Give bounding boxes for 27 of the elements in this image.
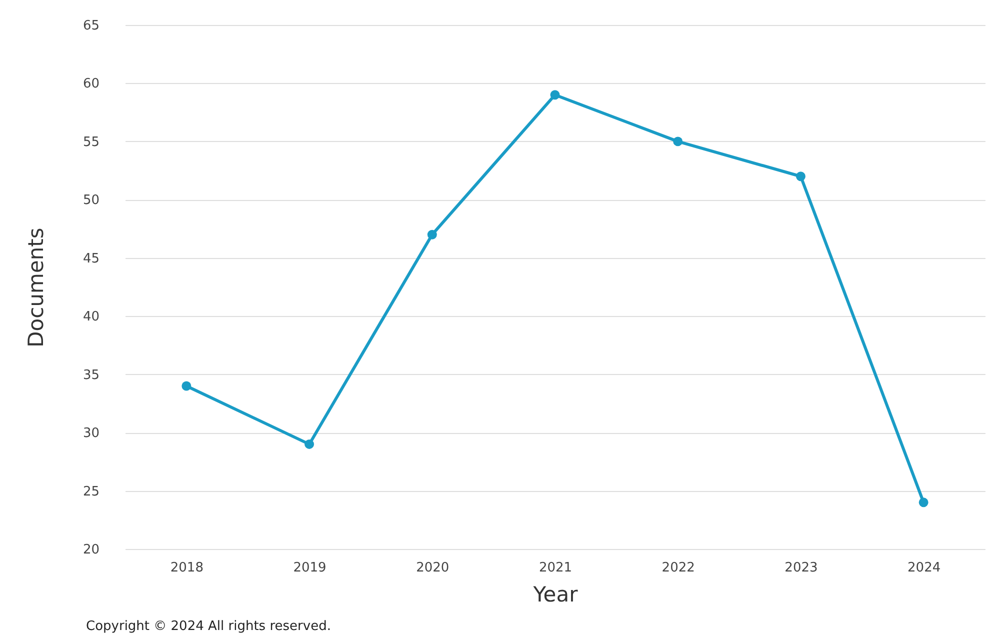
x-tick-label: 2024 xyxy=(908,560,941,576)
point xyxy=(427,230,437,240)
x-tick-label: 2021 xyxy=(538,560,572,576)
y-tick-label: 50 xyxy=(82,193,100,208)
point xyxy=(918,498,928,508)
text: Copyright © 2024 All rights reserved. xyxy=(86,619,331,634)
y-tick-label: 45 xyxy=(82,251,100,266)
y-tick-label: 40 xyxy=(82,310,100,325)
y-axis-title: Documents xyxy=(24,228,48,348)
y-tick-label: 65 xyxy=(82,18,100,34)
y-tick-label: 20 xyxy=(82,542,100,558)
x-axis-title: Year xyxy=(532,582,578,606)
x-tick-label: 2020 xyxy=(416,560,450,576)
point xyxy=(304,439,314,449)
x-tick-label: 2019 xyxy=(293,560,326,576)
x-tick-label: 2022 xyxy=(662,560,695,576)
y-tick-label: 30 xyxy=(82,426,100,442)
point xyxy=(673,136,683,146)
y-tick-label: 55 xyxy=(82,134,100,150)
point xyxy=(182,381,192,391)
y-tick-label: 35 xyxy=(82,368,100,383)
point xyxy=(796,172,806,182)
point xyxy=(550,90,560,100)
y-tick-label: 25 xyxy=(82,484,100,500)
x-tick-label: 2023 xyxy=(784,560,818,576)
y-tick-label: 60 xyxy=(82,76,100,92)
x-tick-label: 2018 xyxy=(170,560,204,576)
